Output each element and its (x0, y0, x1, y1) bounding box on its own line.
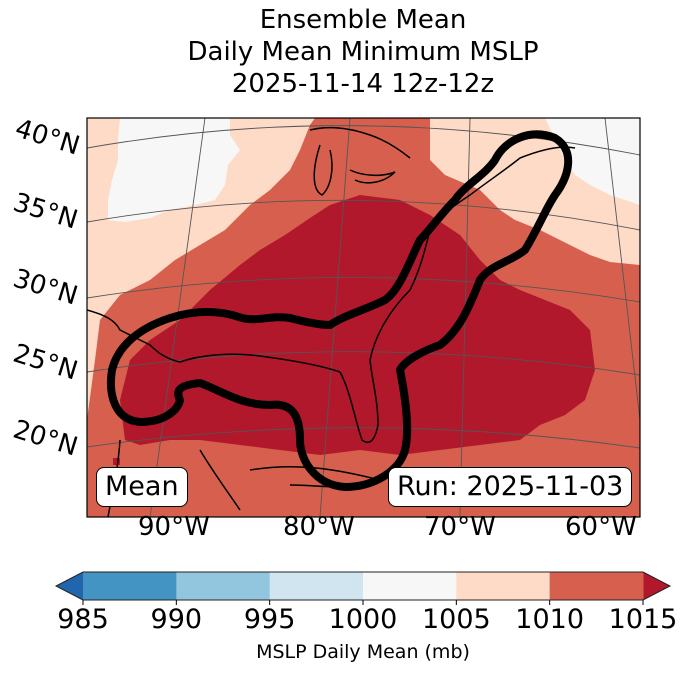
mslp-contour (107, 130, 573, 491)
colorbar-bin-1000-1005 (363, 572, 457, 600)
colorbar-extend-over (643, 572, 670, 600)
title-line-2: Daily Mean Minimum MSLP (187, 37, 539, 67)
colorbar-bin-995-1000 (269, 572, 364, 600)
title-line-1: Ensemble Mean (259, 5, 467, 35)
mean-label-box: Mean (96, 467, 188, 507)
colorbar (54, 571, 672, 605)
colorbar-tick-label: 985 (57, 604, 109, 635)
title-line-3: 2025-11-14 12z-12z (231, 69, 495, 99)
lon-label-80w: 80°W (283, 512, 355, 542)
colorbar-tick-label: 1015 (608, 604, 678, 635)
field-spot (113, 458, 120, 465)
colorbar-bin-985-990 (83, 572, 177, 600)
field-above-1015 (120, 195, 595, 455)
colorbar-label: MSLP Daily Mean (mb) (256, 641, 470, 663)
field-1000-1005-west (108, 118, 240, 222)
map-frame (86, 117, 641, 518)
lon-label-70w: 70°W (424, 512, 496, 542)
colorbar-tick-label: 1000 (328, 604, 398, 635)
run-date-box: Run: 2025-11-03 (388, 467, 633, 507)
colorbar-bin-990-995 (176, 572, 271, 600)
colorbar-tick-label: 1005 (421, 604, 491, 635)
chart-title: Ensemble Mean Daily Mean Minimum MSLP 20… (0, 4, 688, 100)
colorbar-bin-1005-1010 (456, 572, 551, 600)
colorbar-tick-label: 1010 (515, 604, 585, 635)
lon-label-90w: 90°W (138, 512, 210, 542)
colorbar-bin-1010-1015 (549, 572, 644, 600)
field-1000-1005-east (545, 118, 640, 205)
colorbar-extend-under (56, 572, 83, 600)
map-fill-layer (87, 118, 640, 517)
colorbar-tick-label: 995 (243, 604, 296, 635)
lon-label-60w: 60°W (565, 512, 637, 542)
colorbar-tick-label: 990 (150, 604, 203, 635)
